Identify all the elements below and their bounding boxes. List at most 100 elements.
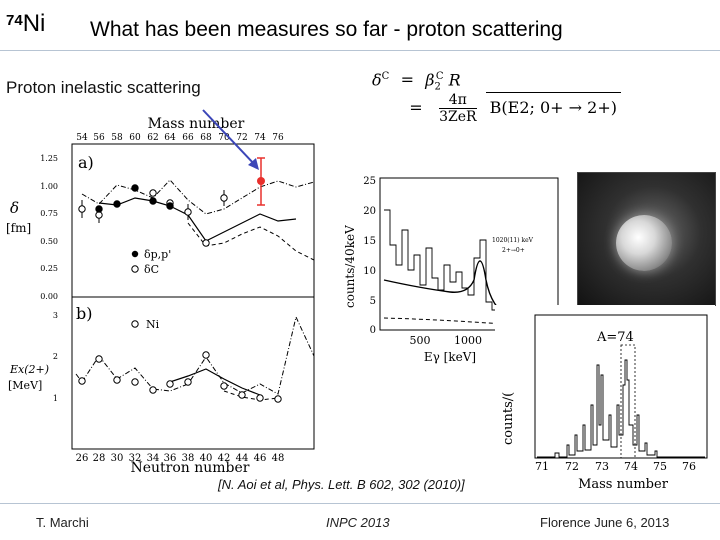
mass-tick: 66: [182, 133, 194, 143]
x-tick: 28: [93, 453, 106, 464]
mass-tick: 56: [93, 133, 105, 143]
panel-b-solid-curve: [169, 368, 261, 396]
legend-c-label: δC: [144, 263, 159, 276]
y-tick: 0.00: [40, 292, 58, 301]
y-tick: 5: [370, 296, 376, 307]
x-tick: 73: [595, 460, 609, 473]
x-tick: 36: [164, 453, 177, 464]
data-point-filled: [166, 202, 174, 210]
slide-title: What has been measures so far - proton s…: [90, 18, 563, 41]
nucleus-mass-number: 74: [6, 12, 23, 29]
data-point-filled: [149, 197, 157, 205]
pointer-arrow: [202, 109, 256, 166]
x-tick: 74: [624, 460, 638, 473]
y-tick: 1.00: [40, 182, 58, 191]
x-tick: 46: [254, 453, 267, 464]
data-point-open: [184, 378, 192, 386]
reference-citation: [N. Aoi et al, Phys. Lett. B 602, 302 (2…: [218, 477, 465, 492]
data-point-highlight: [257, 177, 265, 185]
x-tick: 75: [653, 460, 667, 473]
panel-a-solid-curve: [98, 197, 297, 242]
peak-energy-label: 1020(11) keV: [492, 237, 534, 244]
neutron-number-ticks: 26 28 30 32 34 36 38 40 42 44 46 48: [76, 453, 285, 464]
mass-tick: 62: [147, 133, 158, 143]
x-tick: 72: [565, 460, 579, 473]
deformation-energy-plot: Mass number 54 56 58 60 62 64 66 68 70 7…: [6, 109, 315, 473]
panel-b-dashdot-curve: [75, 315, 315, 395]
x-tick: 500: [410, 334, 431, 347]
detector-photo: [577, 172, 716, 306]
y-tick: 2: [53, 352, 58, 361]
panel-a-dashed-curve: [187, 222, 315, 261]
data-point-open: [202, 239, 210, 247]
data-point-open: [256, 394, 264, 402]
data-point-open: [220, 194, 228, 202]
footer-date-place: Florence June 6, 2013: [540, 515, 670, 530]
panel-a-open-points: [78, 189, 228, 247]
x-tick: 48: [272, 453, 285, 464]
formula-sqrt: B(E2; 0+ → 2+): [485, 92, 621, 123]
x-tick: 42: [218, 453, 231, 464]
mass-number-axis-title: Mass number: [148, 116, 245, 132]
mass-xticks: 71 72 73 74 75 76: [535, 460, 696, 473]
x-tick: 30: [111, 453, 124, 464]
data-point-open: [149, 189, 157, 197]
panel-a-filled-points: [95, 184, 174, 213]
mass-number-ticks: 54 56 58 60 62 64 66 68 70 72 74 76: [76, 133, 284, 143]
y-tick: 20: [363, 206, 376, 217]
x-tick: 40: [200, 453, 213, 464]
data-point-open: [184, 208, 192, 216]
mass-spectrum-plot: counts/( A=74 71 72 73 74 75 76 Mass num…: [495, 305, 715, 495]
panel-b-label: b): [76, 304, 92, 323]
x-tick: 32: [129, 453, 142, 464]
y-tick: 0.25: [40, 264, 58, 273]
x-tick: 34: [147, 453, 160, 464]
formula-line-1: δC = β2C R: [372, 70, 461, 93]
mass-tick: 64: [164, 133, 176, 143]
y-tick: 1.25: [40, 154, 58, 163]
panel-a-yticks: 1.25 1.00 0.75 0.50 0.25 0.00: [40, 154, 58, 301]
mass-tick: 70: [218, 133, 230, 143]
ni74-highlight-point: [257, 157, 265, 206]
x-tick: 38: [182, 453, 195, 464]
x-tick: 1000: [454, 334, 482, 347]
data-point-open: [113, 376, 121, 384]
mass-tick: 76: [272, 133, 284, 143]
data-point-open: [166, 380, 174, 388]
y-tick: 1: [53, 394, 58, 403]
data-point-open: [149, 386, 157, 394]
data-point-open: [95, 355, 103, 363]
y-tick: 0: [370, 325, 376, 336]
header-divider: [0, 50, 720, 51]
y-tick: 15: [363, 236, 376, 247]
data-point-open: [78, 377, 86, 385]
panel-b-ylabel-unit: [MeV]: [8, 379, 42, 392]
footer-divider: [0, 503, 720, 504]
spectrum-xlabel: Eγ [keV]: [424, 350, 476, 364]
formula-fraction: 4π 3ZeR: [439, 92, 477, 125]
target-disc-image: [616, 215, 672, 271]
mass-tick: 60: [129, 133, 141, 143]
formula-denominator: 3ZeR: [439, 109, 477, 125]
spectrum-frame: [379, 177, 559, 331]
x-tick: 26: [76, 453, 89, 464]
y-tick: 0.75: [40, 209, 58, 218]
mass-peak-label: A=74: [596, 330, 634, 345]
panel-b-frame: [71, 296, 315, 450]
deformation-formula: δC = β2C R = 4π 3ZeR B(E2; 0+ → 2+): [372, 62, 621, 125]
legend-filled-marker: [131, 250, 139, 258]
data-point-filled: [113, 200, 121, 208]
data-point-open: [220, 382, 228, 390]
data-point-open: [202, 351, 210, 359]
mass-spectrum-ylabel: counts/(: [501, 392, 516, 445]
formula-line-2: = 4π 3ZeR B(E2; 0+ → 2+): [372, 92, 621, 125]
neutron-number-axis-title: Neutron number: [130, 460, 249, 473]
y-tick: 25: [363, 176, 376, 187]
legend-open-marker: [131, 265, 139, 273]
x-tick: 76: [682, 460, 696, 473]
panel-a-ylabel-unit: [fm]: [6, 221, 31, 235]
x-tick: 71: [535, 460, 549, 473]
mass-xlabel: Mass number: [578, 477, 669, 492]
legend-ni-label: Ni: [146, 318, 160, 331]
mass-spectrum-background: [495, 305, 715, 495]
